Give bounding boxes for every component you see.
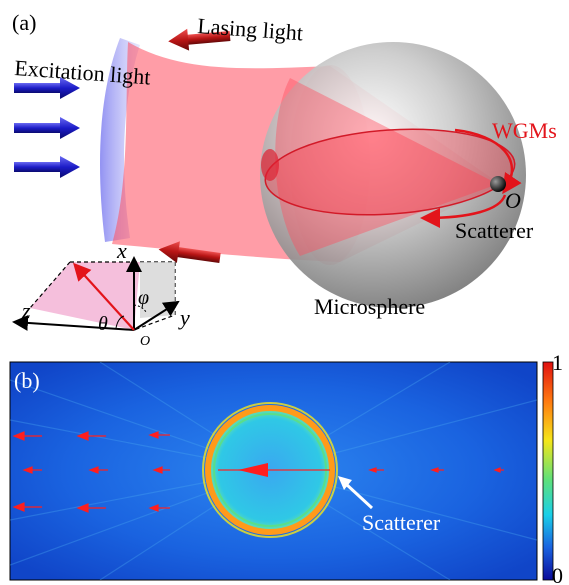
vector-r	[73, 262, 135, 331]
lasing-beam-overlay	[275, 78, 498, 256]
field-arrows	[12, 431, 504, 513]
field-arrow-icon	[12, 431, 42, 441]
scatterer-pointer-head-icon	[338, 476, 352, 490]
excitation-arrow-1-icon	[14, 77, 80, 99]
field-arrow-icon	[22, 466, 42, 474]
excitation-arrow-2-icon	[14, 117, 80, 139]
scatterer-pointer	[344, 482, 374, 510]
field-arrow-icon	[148, 504, 170, 512]
axis-z-line	[12, 314, 135, 331]
axis-z-label: z	[21, 298, 31, 323]
axis-y-line	[133, 300, 180, 331]
field-arrow-icon	[88, 466, 108, 474]
lasing-arrow-top-icon	[168, 28, 231, 51]
field-ring-outer	[202, 402, 338, 538]
field-arrow-icon	[76, 431, 106, 441]
scatterer-label: Scatterer	[455, 218, 534, 243]
angle-phi-label: φ	[138, 287, 149, 309]
colorbar	[542, 361, 554, 581]
panel-b-label: (b)	[14, 368, 40, 393]
excitation-light-lens	[100, 38, 140, 242]
field-ring	[205, 405, 335, 535]
wgm-arrow-bottom	[420, 194, 507, 228]
angle-theta-arc	[115, 315, 125, 329]
field-arrow-icon	[76, 503, 106, 513]
microsphere-label: Microsphere	[314, 294, 425, 319]
origin-label: O	[505, 188, 521, 213]
angle-theta-label: θ	[98, 313, 108, 335]
wgm-orbit-inner	[261, 149, 279, 181]
field-arrow-icon	[430, 467, 444, 473]
microsphere	[260, 42, 526, 308]
field-arrow-icon	[368, 467, 384, 473]
colorbar-max-label: 1	[552, 350, 563, 375]
field-arrow-icon	[12, 502, 42, 512]
axis-x-label: x	[116, 238, 127, 263]
scatterer-ball	[490, 176, 506, 192]
excitation-arrows	[14, 77, 80, 178]
colorbar-min-label: 0	[552, 563, 563, 585]
panel-a-label: (a)	[12, 10, 36, 35]
angle-phi-arc	[133, 304, 147, 313]
panel-a: (a) Lasing light Excitation light WGMs O…	[12, 10, 557, 349]
wgm-orbit	[264, 128, 516, 216]
coordinate-box	[12, 256, 180, 331]
wgms-label: WGMs	[492, 118, 557, 143]
field-arrow-icon	[148, 431, 170, 439]
excitation-arrow-3-icon	[14, 156, 80, 178]
lasing-arrow-bottom-icon	[158, 241, 221, 264]
wgm-arrow-top	[454, 128, 522, 195]
axes-origin-label: O	[140, 334, 150, 349]
field-arrow-icon	[152, 466, 170, 474]
coordinate-plane	[30, 262, 140, 330]
scatterer-b-label: Scatterer	[362, 510, 441, 535]
axis-y-label: y	[178, 305, 190, 330]
field-arrow-icon	[493, 467, 504, 473]
panel-b: 1 0 (b) Scatterer	[9, 350, 563, 585]
